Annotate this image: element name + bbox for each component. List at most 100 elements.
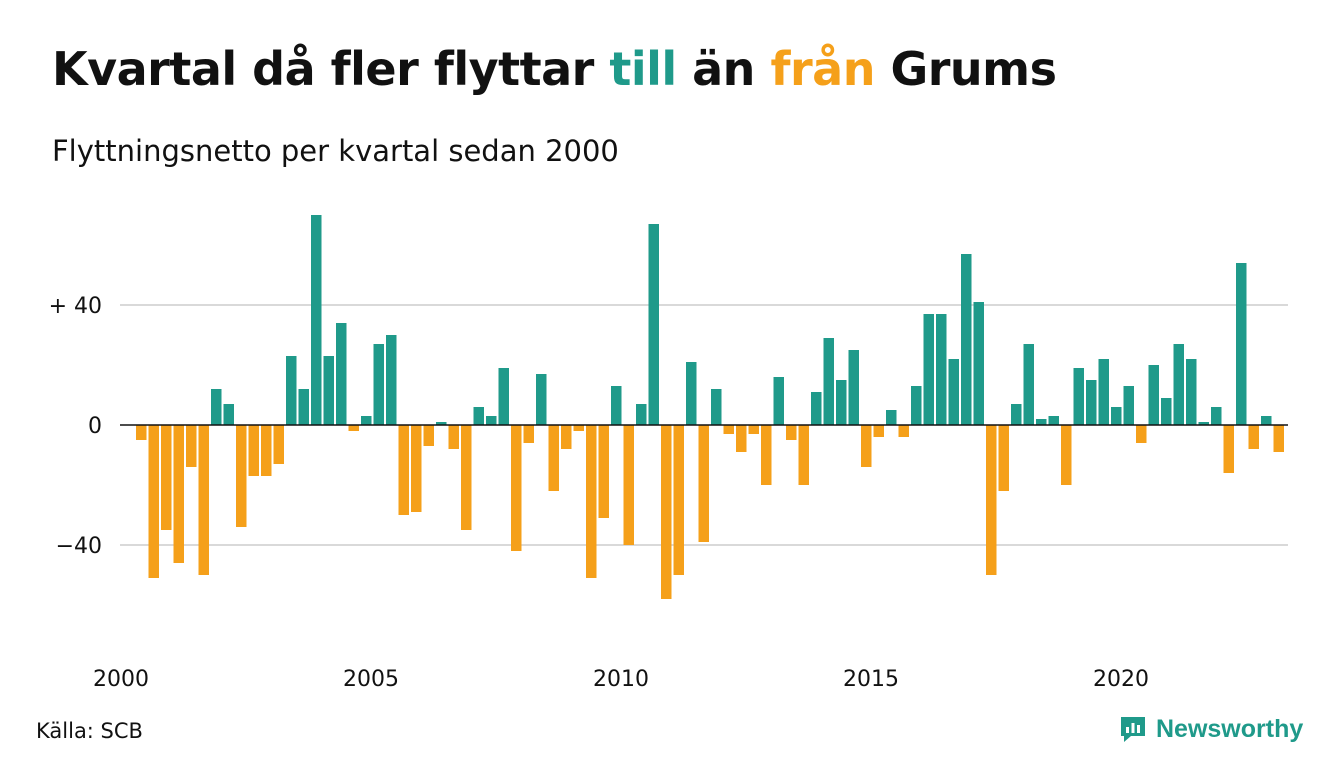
newsworthy-logo-icon — [1121, 717, 1145, 742]
title-part-1: Kvartal då fler flyttar — [52, 42, 610, 96]
bar — [948, 359, 959, 425]
brand-logo: Newsworthy — [1118, 714, 1303, 744]
bar — [998, 425, 1009, 491]
bar — [786, 425, 797, 440]
bar — [236, 425, 247, 527]
bar — [536, 374, 547, 425]
bar — [873, 425, 884, 437]
bar — [136, 425, 147, 440]
bar — [411, 425, 422, 512]
bar — [648, 224, 659, 425]
bar — [1236, 263, 1247, 425]
bar — [436, 422, 447, 425]
bar — [598, 425, 609, 518]
x-tick-label: 2020 — [1093, 667, 1149, 692]
chart-title: Kvartal då fler flyttar till än från Gru… — [52, 42, 1057, 96]
bar — [561, 425, 572, 449]
bar — [748, 425, 759, 434]
bar — [548, 425, 559, 491]
x-tick-label: 2000 — [93, 667, 149, 692]
bar — [223, 404, 234, 425]
bar — [1086, 380, 1097, 425]
bar — [848, 350, 859, 425]
bar — [1273, 425, 1284, 452]
bar — [911, 386, 922, 425]
bar — [736, 425, 747, 452]
bar — [573, 425, 584, 431]
bar — [1211, 407, 1222, 425]
x-tick-label: 2010 — [593, 667, 649, 692]
title-part-2: än — [676, 42, 771, 96]
bar — [1098, 359, 1109, 425]
bar — [961, 254, 972, 425]
bar — [773, 377, 784, 425]
title-negative-word: från — [770, 42, 875, 96]
bar — [936, 314, 947, 425]
y-tick-label: −40 — [56, 534, 102, 559]
bar — [498, 368, 509, 425]
bar — [148, 425, 159, 578]
bar — [711, 389, 722, 425]
bar — [1023, 344, 1034, 425]
bar — [1186, 359, 1197, 425]
bar — [1136, 425, 1147, 443]
y-tick-label: + 40 — [49, 294, 102, 319]
bar — [186, 425, 197, 467]
bar — [686, 362, 697, 425]
bar — [198, 425, 209, 575]
bar — [698, 425, 709, 542]
bar — [348, 425, 359, 431]
source-note: Källa: SCB — [36, 719, 143, 743]
bar — [423, 425, 434, 446]
bar — [448, 425, 459, 449]
bar — [473, 407, 484, 425]
bar — [1248, 425, 1259, 449]
bar — [1111, 407, 1122, 425]
bar — [373, 344, 384, 425]
bar — [861, 425, 872, 467]
bar — [286, 356, 297, 425]
bar — [1011, 404, 1022, 425]
bar — [486, 416, 497, 425]
bar — [298, 389, 309, 425]
bar — [161, 425, 172, 530]
bar — [886, 410, 897, 425]
chart-subtitle: Flyttningsnetto per kvartal sedan 2000 — [52, 134, 619, 168]
bar — [973, 302, 984, 425]
bar — [673, 425, 684, 575]
bar — [386, 335, 397, 425]
bar — [323, 356, 334, 425]
bar — [1161, 398, 1172, 425]
bar — [1123, 386, 1134, 425]
bar — [311, 215, 322, 425]
y-tick-label: 0 — [88, 414, 102, 439]
bar — [1173, 344, 1184, 425]
x-tick-label: 2005 — [343, 667, 399, 692]
bar — [636, 404, 647, 425]
x-tick-label: 2015 — [843, 667, 899, 692]
bar — [336, 323, 347, 425]
bar — [461, 425, 472, 530]
bar — [1223, 425, 1234, 473]
bar — [361, 416, 372, 425]
bar — [523, 425, 534, 443]
bar — [986, 425, 997, 575]
bar — [898, 425, 909, 437]
bar — [398, 425, 409, 515]
bar — [173, 425, 184, 563]
bar — [811, 392, 822, 425]
title-part-3: Grums — [874, 42, 1057, 96]
bar — [1036, 419, 1047, 425]
title-positive-word: till — [609, 42, 677, 96]
brand-name: Newsworthy — [1156, 714, 1304, 743]
bar — [761, 425, 772, 485]
bar — [261, 425, 272, 476]
bar — [511, 425, 522, 551]
bar — [623, 425, 634, 545]
bar — [661, 425, 672, 599]
bar — [923, 314, 934, 425]
bar — [273, 425, 284, 464]
bar — [823, 338, 834, 425]
bar — [1148, 365, 1159, 425]
